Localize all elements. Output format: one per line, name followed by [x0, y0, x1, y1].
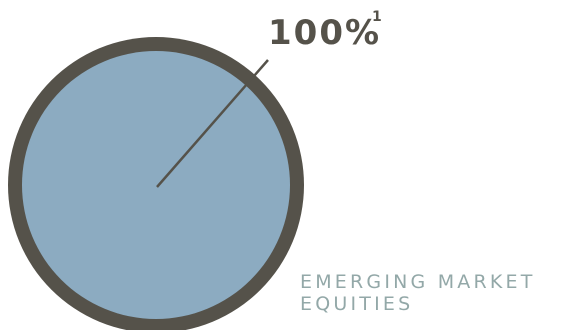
slice-category-label: EMERGING MARKET EQUITIES [300, 271, 536, 315]
pie-leader-line [156, 59, 269, 188]
slice-value-label: 100% [268, 13, 382, 53]
pie-slice-emerging-market-equities [22, 51, 290, 319]
footnote-marker: 1 [372, 9, 382, 25]
